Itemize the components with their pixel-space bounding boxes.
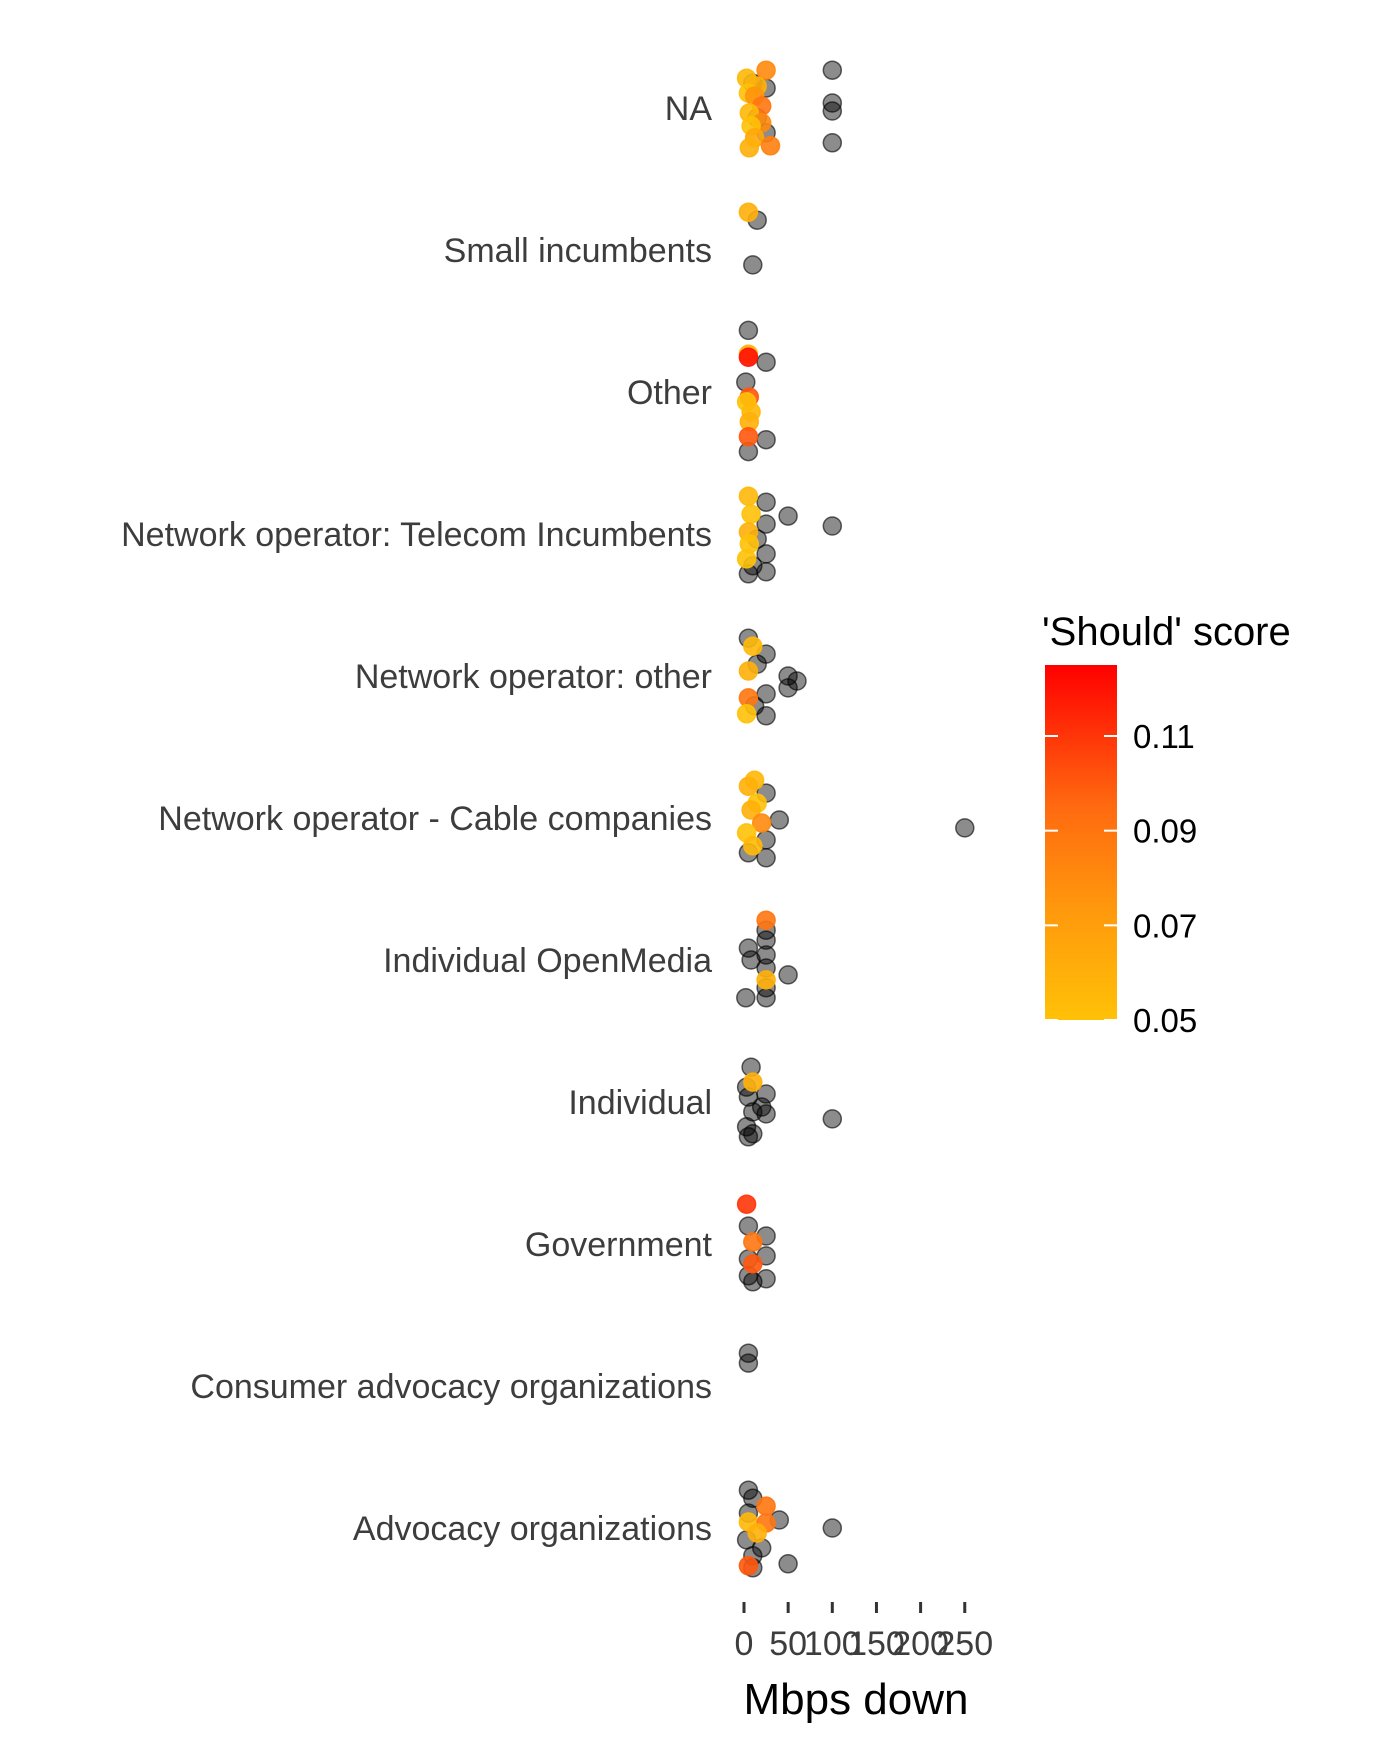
data-point-individual-openmedia-85	[736, 988, 756, 1008]
data-point-consumer-advocacy-organizations-110	[738, 1353, 759, 1373]
data-point-individual-openmedia-77	[756, 930, 776, 950]
data-point-network-operator-other-56	[778, 678, 798, 698]
data-point-individual-openmedia-75	[756, 910, 776, 930]
data-point-network-operator-telecom-incumbents-47	[756, 562, 776, 582]
colorbar-label-2: 0.09	[1133, 813, 1197, 850]
data-point-network-operator-cable-companies-66	[741, 800, 761, 820]
data-point-individual-openmedia-78	[738, 938, 759, 958]
data-point-na-10	[822, 101, 843, 121]
data-point-network-operator-telecom-incumbents-38	[778, 506, 798, 526]
data-point-government-105	[743, 1254, 763, 1274]
data-point-network-operator-telecom-incumbents-40	[822, 516, 843, 536]
data-point-network-operator-cable-companies-69	[955, 818, 975, 838]
data-point-network-operator-cable-companies-72	[743, 836, 763, 856]
data-point-network-operator-telecom-incumbents-35	[738, 486, 759, 506]
colorbar-label-0: 0.05	[1133, 1002, 1197, 1039]
y-label-individual: Individual	[568, 1084, 712, 1122]
colorbar-legend: 'Should' score 0.05 0.07 0.09 0.11	[1042, 610, 1291, 1039]
data-point-na-19	[739, 138, 760, 158]
y-label-government: Government	[525, 1226, 713, 1264]
data-point-network-operator-cable-companies-68	[751, 813, 772, 833]
data-point-network-operator-telecom-incumbents-37	[741, 504, 761, 524]
data-point-small-incumbents-22	[743, 255, 763, 275]
x-tick-label-250: 250	[936, 1625, 993, 1663]
data-point-advocacy-organizations-113	[756, 1496, 776, 1516]
data-point-network-operator-other-61	[756, 706, 776, 726]
data-point-na-8	[822, 93, 843, 113]
y-label-network-operator-cable-companies: Network operator - Cable companies	[158, 800, 712, 838]
y-label-network-operator-telecom-incumbents: Network operator: Telecom Incumbents	[121, 516, 712, 554]
data-point-government-102	[743, 1232, 763, 1252]
data-point-network-operator-cable-companies-74	[756, 848, 776, 868]
data-point-advocacy-organizations-119	[747, 1523, 767, 1543]
y-label-na: NA	[665, 90, 713, 128]
data-point-individual-openmedia-83	[756, 970, 776, 990]
data-point-other-25	[738, 347, 759, 367]
y-label-network-operator-other: Network operator: other	[355, 658, 712, 696]
points-layer	[736, 60, 975, 1578]
data-point-na-0	[756, 60, 776, 80]
data-point-na-17	[822, 133, 843, 153]
data-point-other-33	[756, 429, 776, 450]
y-label-individual-openmedia: Individual OpenMedia	[383, 942, 712, 980]
x-tick-label-200: 200	[892, 1625, 949, 1663]
data-point-individual-88	[743, 1072, 763, 1092]
data-point-network-operator-other-50	[743, 636, 763, 656]
data-point-network-operator-telecom-incumbents-39	[756, 514, 776, 534]
data-point-other-26	[756, 352, 776, 372]
data-point-other-23	[738, 320, 759, 341]
data-point-na-18	[760, 136, 781, 156]
y-label-small-incumbents: Small incumbents	[444, 232, 712, 270]
x-tick-label-100: 100	[804, 1625, 861, 1663]
data-point-individual-openmedia-82	[778, 965, 798, 985]
data-point-consumer-advocacy-organizations-109	[738, 1343, 759, 1363]
y-label-other: Other	[627, 374, 712, 412]
colorbar-label-1: 0.07	[1133, 907, 1197, 944]
data-point-other-32	[738, 426, 759, 447]
data-point-network-operator-cable-companies-67	[769, 810, 790, 830]
x-tick-label-50: 50	[769, 1625, 807, 1663]
x-tick-label-0: 0	[735, 1625, 754, 1663]
data-point-individual-openmedia-86	[756, 988, 776, 1008]
data-point-small-incumbents-20	[738, 202, 759, 222]
data-point-network-operator-telecom-incumbents-45	[736, 549, 757, 569]
data-point-individual-openmedia-80	[741, 950, 761, 970]
y-axis-labels: NA Small incumbents Other Network operator:…	[121, 90, 712, 1548]
data-point-network-operator-other-60	[736, 704, 757, 724]
data-point-advocacy-organizations-118	[822, 1518, 843, 1538]
data-point-advocacy-organizations-124	[738, 1556, 759, 1576]
data-point-advocacy-organizations-123	[778, 1554, 798, 1574]
colorbar-title: 'Should' score	[1042, 610, 1291, 654]
data-point-individual-95	[822, 1109, 843, 1129]
x-axis-title: Mbps down	[743, 1675, 968, 1724]
data-point-government-99	[736, 1194, 757, 1214]
colorbar-gradient	[1045, 665, 1117, 1020]
data-point-network-operator-other-58	[738, 688, 759, 708]
data-point-network-operator-telecom-incumbents-36	[756, 492, 776, 512]
data-point-network-operator-cable-companies-63	[738, 776, 759, 796]
data-point-network-operator-other-53	[738, 661, 759, 681]
colorbar-ticks: 0.05 0.07 0.09 0.11	[1045, 718, 1197, 1039]
data-point-government-100	[738, 1216, 759, 1236]
data-point-individual-94	[756, 1104, 776, 1124]
x-tick-label-150: 150	[848, 1625, 905, 1663]
data-point-na-1	[822, 60, 843, 80]
data-point-individual-98	[738, 1127, 759, 1147]
data-point-government-108	[743, 1272, 763, 1292]
colorbar-label-3: 0.11	[1133, 718, 1195, 755]
y-label-advocacy-organizations: Advocacy organizations	[353, 1510, 712, 1548]
y-label-consumer-advocacy-organizations: Consumer advocacy organizations	[190, 1368, 712, 1406]
